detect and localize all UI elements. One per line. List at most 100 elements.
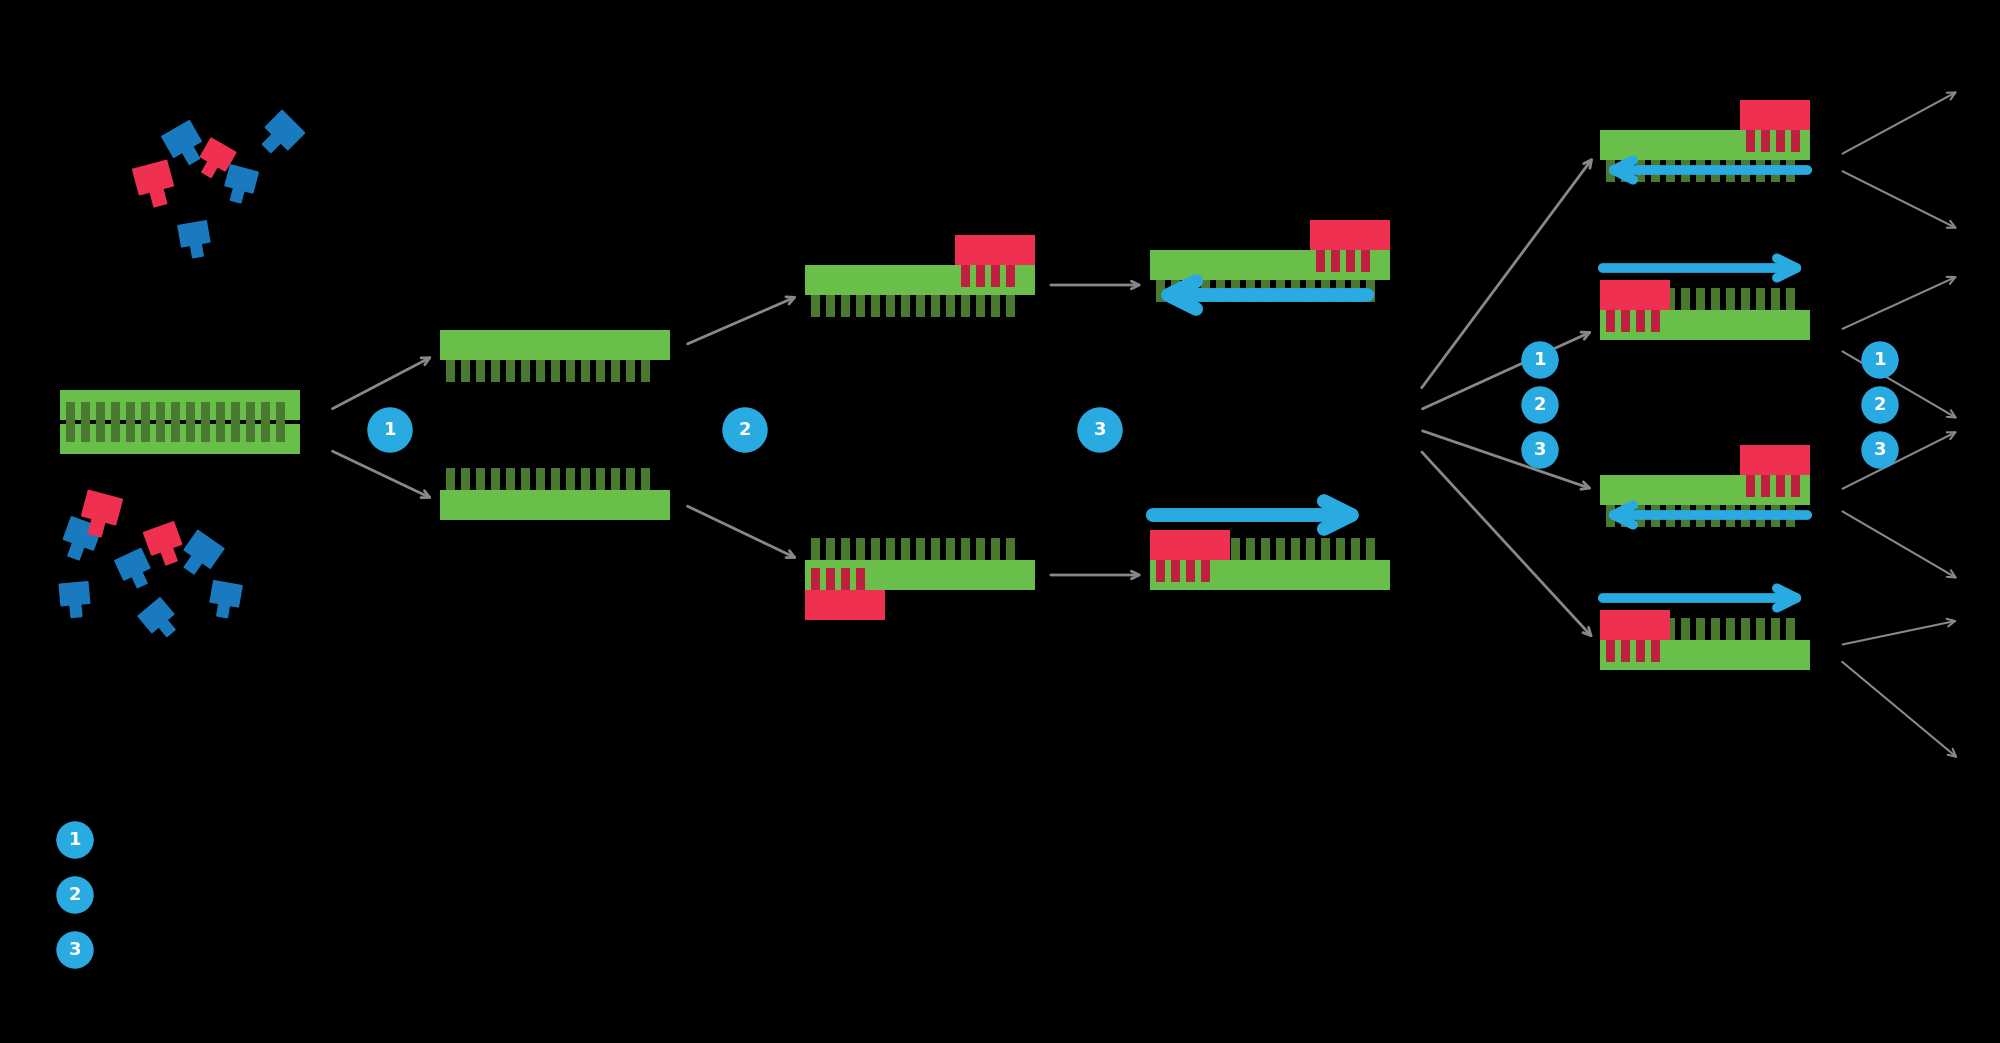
Bar (1746, 475, 1756, 498)
Bar (276, 420, 286, 442)
Bar (536, 360, 544, 382)
Polygon shape (60, 582, 90, 617)
Text: 2: 2 (1534, 396, 1546, 414)
Circle shape (1862, 342, 1898, 378)
Bar (1680, 618, 1690, 640)
Bar (1600, 610, 1670, 640)
Bar (1310, 220, 1390, 250)
Bar (1666, 618, 1676, 640)
Circle shape (1078, 408, 1122, 452)
Bar (140, 420, 150, 442)
Bar (440, 490, 670, 520)
Bar (840, 568, 850, 590)
Bar (872, 295, 880, 317)
Bar (1620, 618, 1630, 640)
Bar (1606, 640, 1616, 662)
Polygon shape (178, 221, 210, 258)
Bar (1712, 505, 1720, 527)
Bar (804, 560, 1036, 590)
Bar (640, 360, 650, 382)
Bar (1150, 560, 1390, 590)
Bar (440, 330, 670, 360)
Bar (580, 468, 590, 490)
Bar (1666, 505, 1676, 527)
Bar (1320, 280, 1330, 302)
Bar (1772, 505, 1780, 527)
Bar (1636, 640, 1644, 662)
Text: 3: 3 (68, 941, 82, 959)
Bar (1006, 295, 1016, 317)
Bar (1006, 538, 1016, 560)
Bar (1606, 310, 1616, 332)
Bar (126, 402, 136, 425)
Bar (476, 360, 484, 382)
Bar (1346, 250, 1356, 272)
Bar (1696, 288, 1704, 310)
Bar (1276, 538, 1284, 560)
Bar (1332, 250, 1340, 272)
Text: 3: 3 (1874, 441, 1886, 459)
Bar (1746, 130, 1756, 152)
Text: 2: 2 (1874, 396, 1886, 414)
Bar (1336, 280, 1344, 302)
Bar (1712, 288, 1720, 310)
Bar (96, 402, 104, 425)
Bar (1246, 538, 1256, 560)
Bar (1150, 530, 1230, 560)
Bar (1696, 160, 1704, 181)
Bar (536, 468, 544, 490)
Bar (232, 402, 240, 425)
Bar (276, 402, 286, 425)
Bar (1756, 505, 1766, 527)
Bar (1156, 538, 1164, 560)
Polygon shape (184, 530, 224, 574)
Bar (946, 538, 956, 560)
Bar (612, 360, 620, 382)
Bar (826, 538, 836, 560)
Bar (1740, 445, 1810, 475)
Bar (1776, 475, 1786, 498)
Bar (1600, 280, 1670, 310)
Bar (916, 295, 924, 317)
Bar (216, 420, 224, 442)
Bar (826, 295, 836, 317)
Bar (1756, 618, 1766, 640)
Bar (1150, 250, 1390, 280)
Bar (506, 360, 516, 382)
Bar (232, 420, 240, 442)
Bar (1652, 160, 1660, 181)
Bar (1246, 280, 1256, 302)
Bar (1292, 538, 1300, 560)
Bar (1200, 538, 1210, 560)
Bar (1262, 538, 1270, 560)
Bar (1792, 475, 1800, 498)
Bar (1620, 288, 1630, 310)
Bar (566, 360, 576, 382)
Bar (1600, 310, 1810, 340)
Bar (1156, 560, 1164, 582)
Bar (1620, 640, 1630, 662)
Polygon shape (82, 490, 122, 537)
Bar (1172, 560, 1180, 582)
Bar (932, 538, 940, 560)
Bar (492, 360, 500, 382)
Bar (900, 295, 910, 317)
Text: 2: 2 (738, 421, 752, 439)
Text: 3: 3 (1534, 441, 1546, 459)
Bar (446, 360, 456, 382)
Bar (1366, 538, 1376, 560)
Bar (1320, 538, 1330, 560)
Bar (1606, 505, 1616, 527)
Bar (932, 295, 940, 317)
Bar (1232, 280, 1240, 302)
Bar (1336, 538, 1344, 560)
Bar (1606, 288, 1616, 310)
Bar (1316, 250, 1324, 272)
Bar (1740, 288, 1750, 310)
Bar (506, 468, 516, 490)
Bar (552, 468, 560, 490)
Polygon shape (210, 581, 242, 617)
Bar (1600, 130, 1810, 160)
Bar (552, 360, 560, 382)
Bar (1666, 160, 1676, 181)
